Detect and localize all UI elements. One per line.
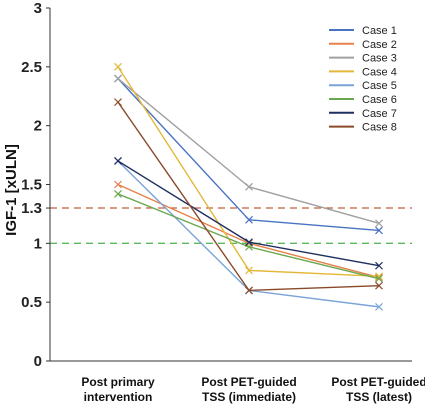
reference-lines — [50, 207, 412, 244]
legend-item: Case 2 — [329, 39, 397, 51]
legend-label: Case 6 — [362, 94, 397, 106]
series-case-6 — [114, 189, 383, 283]
x-category-label: Post primary — [81, 375, 155, 389]
y-axis-title: IGF-1 [xULN] — [3, 144, 20, 236]
y-tick-label: 2 — [34, 118, 42, 135]
y-tick-label: 1.5 — [21, 177, 42, 194]
data-point-marker — [114, 189, 122, 198]
y-tick-label: 0 — [34, 353, 42, 370]
legend-label: Case 1 — [362, 25, 397, 37]
y-tick-label: 0.5 — [21, 294, 42, 311]
legend-item: Case 7 — [329, 108, 397, 120]
legend-item: Case 4 — [329, 66, 397, 78]
data-point-marker — [375, 281, 383, 290]
series-case-7 — [114, 157, 383, 270]
series-case-4 — [114, 62, 383, 281]
y-tick-label: 2.5 — [21, 59, 42, 76]
y-tick-label: 1.3 — [21, 200, 42, 217]
legend-label: Case 2 — [362, 39, 397, 51]
data-point-marker — [114, 98, 122, 107]
data-point-marker — [375, 219, 383, 228]
x-category-label: TSS (immediate) — [202, 390, 296, 404]
series-case-3 — [114, 74, 383, 228]
data-point-marker — [114, 180, 122, 189]
data-point-marker — [245, 238, 253, 247]
data-point-marker — [114, 157, 122, 165]
series-line — [117, 160, 380, 267]
series-line — [117, 183, 380, 279]
data-point-marker — [114, 62, 122, 71]
legend-item: Case 1 — [329, 25, 397, 37]
legend-item: Case 5 — [329, 80, 397, 92]
legend-label: Case 8 — [362, 122, 397, 134]
legend-item: Case 3 — [329, 53, 397, 65]
legend-label: Case 5 — [362, 80, 397, 92]
data-point-marker — [114, 74, 122, 83]
series-case-2 — [114, 180, 383, 282]
x-category-label: Post PET-guided — [331, 375, 425, 389]
y-tick-label: 3 — [34, 0, 42, 17]
legend-label: Case 7 — [362, 108, 397, 120]
data-point-marker — [375, 302, 383, 311]
legend-item: Case 8 — [329, 122, 397, 134]
y-axis: 0 0.5 1 1.3 1.5 2 2.5 3 — [21, 0, 51, 370]
data-point-marker — [375, 274, 383, 283]
data-point-marker — [375, 273, 383, 282]
x-category-label: TSS (latest) — [346, 390, 412, 404]
data-point-marker — [375, 226, 383, 235]
legend-label: Case 4 — [362, 66, 397, 78]
data-point-marker — [245, 286, 253, 295]
series-layer — [114, 62, 383, 311]
data-point-marker — [245, 266, 253, 275]
y-tick-label: 1 — [34, 235, 42, 252]
legend-item: Case 6 — [329, 94, 397, 106]
series-line — [117, 160, 380, 308]
data-point-marker — [245, 215, 253, 224]
data-point-marker — [375, 261, 383, 270]
series-line — [117, 101, 380, 292]
x-category-label: Post PET-guided — [201, 375, 296, 389]
series-line — [117, 193, 380, 280]
legend-label: Case 3 — [362, 53, 397, 65]
series-case-8 — [114, 98, 383, 295]
x-category-label: intervention — [84, 390, 153, 404]
data-point-marker — [245, 182, 253, 191]
